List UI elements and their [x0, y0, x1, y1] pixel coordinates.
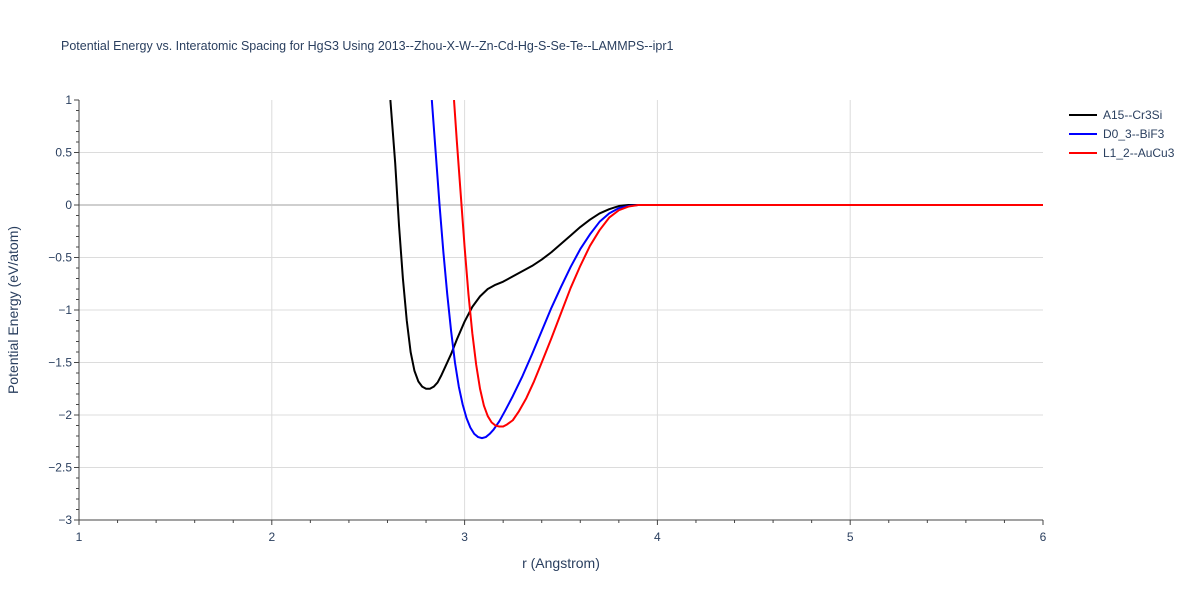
legend-label: D0_3--BiF3: [1103, 127, 1165, 141]
legend: A15--Cr3Si D0_3--BiF3 L1_2--AuCu3: [1069, 108, 1175, 160]
y-tick-label: −2: [58, 408, 72, 422]
legend-label: L1_2--AuCu3: [1103, 146, 1175, 160]
series-line-1: [389, 100, 1043, 390]
y-tick-label: −1.5: [48, 356, 72, 370]
y-tick-label: −2.5: [48, 461, 72, 475]
legend-label: A15--Cr3Si: [1103, 108, 1162, 122]
legend-item[interactable]: A15--Cr3Si: [1069, 108, 1162, 122]
grid: [79, 100, 1043, 520]
chart-title: Potential Energy vs. Interatomic Spacing…: [61, 39, 674, 53]
x-axis-title: r (Angstrom): [522, 555, 600, 571]
x-tick-label: 3: [461, 530, 468, 544]
y-tick-label: 0: [65, 198, 72, 212]
y-tick-label: 0.5: [55, 146, 72, 160]
plot-area: [389, 100, 1043, 440]
y-axis-title: Potential Energy (eV/atom): [5, 226, 21, 394]
legend-item[interactable]: D0_3--BiF3: [1069, 127, 1165, 141]
series-line-3: [453, 100, 1043, 428]
y-tick-label: 1: [65, 93, 72, 107]
axes: 1 2 3 4 5 6 1 0.5 0 −0.5 −1 −1.5 −2 −2.5 −3: [48, 93, 1046, 544]
y-tick-label: −3: [58, 513, 72, 527]
x-tick-label: 1: [76, 530, 83, 544]
x-tick-label: 5: [847, 530, 854, 544]
legend-item[interactable]: L1_2--AuCu3: [1069, 146, 1175, 160]
y-tick-label: −1: [58, 303, 72, 317]
x-tick-label: 6: [1040, 530, 1047, 544]
y-tick-label: −0.5: [48, 251, 72, 265]
x-tick-label: 4: [654, 530, 661, 544]
x-tick-label: 2: [268, 530, 275, 544]
series-line-2: [430, 100, 1043, 440]
